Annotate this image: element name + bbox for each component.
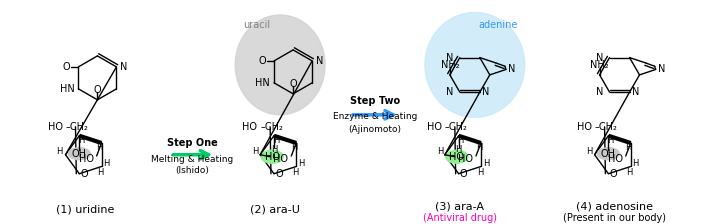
Text: H: H <box>78 136 84 145</box>
Text: HO: HO <box>273 154 289 164</box>
Text: HO: HO <box>427 122 442 132</box>
Text: H: H <box>97 168 104 177</box>
Ellipse shape <box>235 15 325 115</box>
Text: N: N <box>596 53 603 62</box>
Ellipse shape <box>261 150 283 163</box>
Text: O: O <box>289 79 297 89</box>
Text: Enzyme & Heating: Enzyme & Heating <box>333 112 417 121</box>
Text: H: H <box>271 145 277 154</box>
Text: H: H <box>607 136 613 145</box>
Text: H: H <box>291 144 298 153</box>
Text: (3) ara-A: (3) ara-A <box>435 202 484 212</box>
Text: N: N <box>121 62 128 72</box>
Text: N: N <box>508 65 515 75</box>
Ellipse shape <box>68 148 90 160</box>
Text: H: H <box>292 168 298 177</box>
Text: N: N <box>482 87 489 97</box>
Text: H: H <box>586 147 593 156</box>
Text: H: H <box>632 159 639 168</box>
Text: HN: HN <box>60 84 74 94</box>
Text: Step Two: Step Two <box>350 96 400 106</box>
Text: HO: HO <box>608 154 623 164</box>
Text: O: O <box>80 169 88 179</box>
Text: HN: HN <box>255 78 270 88</box>
Text: (Present in our body): (Present in our body) <box>563 213 666 223</box>
Text: H: H <box>437 147 443 156</box>
Text: NH₂: NH₂ <box>591 60 609 70</box>
Text: O: O <box>63 62 70 72</box>
Text: H: H <box>455 145 462 154</box>
Text: HO: HO <box>576 122 591 132</box>
Ellipse shape <box>446 150 468 163</box>
Text: (Ajinomoto): (Ajinomoto) <box>348 125 401 134</box>
Text: H: H <box>96 144 103 153</box>
Text: uracil: uracil <box>244 20 271 30</box>
Text: O: O <box>259 56 266 66</box>
Text: H: H <box>104 159 110 168</box>
Text: N: N <box>316 56 323 66</box>
Text: N: N <box>632 87 639 97</box>
Text: NH₂: NH₂ <box>440 60 459 70</box>
Text: H: H <box>298 159 304 168</box>
Text: O: O <box>460 169 467 179</box>
Text: H: H <box>483 159 489 168</box>
Ellipse shape <box>425 13 525 117</box>
Text: H: H <box>625 144 632 153</box>
Text: HO: HO <box>458 154 473 164</box>
Ellipse shape <box>598 148 620 160</box>
Text: H: H <box>273 136 279 145</box>
Text: H: H <box>56 147 62 156</box>
Text: Step One: Step One <box>167 138 218 148</box>
Text: –CH₂: –CH₂ <box>595 122 618 132</box>
Text: O: O <box>275 169 283 179</box>
Text: H: H <box>457 136 464 145</box>
Text: O: O <box>610 169 618 179</box>
Text: HO: HO <box>450 152 464 162</box>
Text: adenine: adenine <box>478 20 518 30</box>
Text: –CH₂: –CH₂ <box>65 122 89 132</box>
Text: H: H <box>627 168 633 177</box>
Text: (2) ara-U: (2) ara-U <box>250 205 300 215</box>
Text: OH: OH <box>601 149 616 159</box>
Text: N: N <box>596 87 603 97</box>
Text: (Antiviral drug): (Antiviral drug) <box>423 213 497 223</box>
Text: H: H <box>252 147 258 156</box>
Text: (Ishido): (Ishido) <box>175 166 209 175</box>
Text: H: H <box>476 168 483 177</box>
Text: HO: HO <box>264 152 279 162</box>
Text: H: H <box>476 144 482 153</box>
Text: O: O <box>94 85 101 95</box>
Text: –CH₂: –CH₂ <box>445 122 468 132</box>
Text: N: N <box>447 87 454 97</box>
Text: (4) adenosine: (4) adenosine <box>576 202 653 212</box>
Text: HO: HO <box>79 154 94 164</box>
Text: N: N <box>447 53 454 62</box>
Text: (1) uridine: (1) uridine <box>56 205 115 215</box>
Text: OH: OH <box>72 149 86 159</box>
Text: Melting & Heating: Melting & Heating <box>151 155 233 164</box>
Text: –CH₂: –CH₂ <box>260 122 283 132</box>
Text: HO: HO <box>48 122 62 132</box>
Text: N: N <box>658 65 665 75</box>
Text: HO: HO <box>242 122 257 132</box>
